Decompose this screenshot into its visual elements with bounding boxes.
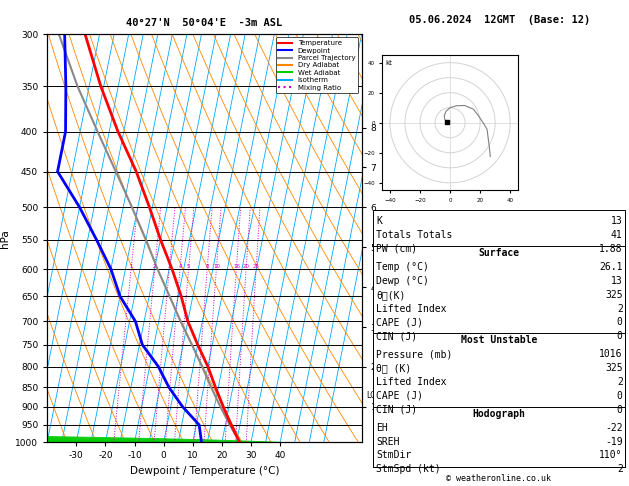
Text: LCL: LCL [366,391,379,399]
Text: CIN (J): CIN (J) [376,331,417,341]
Text: 10: 10 [213,264,220,269]
Y-axis label: hPa: hPa [0,229,9,247]
Text: 110°: 110° [599,451,623,460]
Text: StmSpd (kt): StmSpd (kt) [376,464,441,474]
Text: 2: 2 [617,377,623,387]
Text: 26.1: 26.1 [599,262,623,272]
Text: kt: kt [386,60,392,66]
Text: © weatheronline.co.uk: © weatheronline.co.uk [447,474,551,483]
Text: Lifted Index: Lifted Index [376,377,447,387]
Text: Lifted Index: Lifted Index [376,304,447,313]
Text: EH: EH [376,423,388,433]
Legend: Temperature, Dewpoint, Parcel Trajectory, Dry Adiabat, Wet Adiabat, Isotherm, Mi: Temperature, Dewpoint, Parcel Trajectory… [276,37,358,93]
Text: -19: -19 [605,436,623,447]
Text: Hodograph: Hodograph [472,409,525,419]
Text: Most Unstable: Most Unstable [460,335,537,346]
Text: 2: 2 [617,464,623,474]
Text: PW (cm): PW (cm) [376,244,417,254]
Text: 13: 13 [611,216,623,226]
Text: 2: 2 [617,304,623,313]
Text: 2: 2 [153,264,157,269]
Text: 0: 0 [617,405,623,415]
X-axis label: Dewpoint / Temperature (°C): Dewpoint / Temperature (°C) [130,466,279,476]
Text: Totals Totals: Totals Totals [376,230,452,240]
Text: 4: 4 [178,264,182,269]
Text: 325: 325 [605,363,623,373]
Text: 1.88: 1.88 [599,244,623,254]
Text: Surface: Surface [478,248,520,258]
Text: Temp (°C): Temp (°C) [376,262,429,272]
Text: 25: 25 [253,264,260,269]
Y-axis label: km
ASL: km ASL [386,228,401,248]
Text: 13: 13 [611,276,623,286]
Text: 1016: 1016 [599,349,623,359]
Text: 20: 20 [243,264,250,269]
Text: CAPE (J): CAPE (J) [376,317,423,328]
Text: 325: 325 [605,290,623,300]
Text: 5: 5 [187,264,191,269]
Text: 16: 16 [233,264,240,269]
Text: Pressure (mb): Pressure (mb) [376,349,452,359]
Text: 05.06.2024  12GMT  (Base: 12): 05.06.2024 12GMT (Base: 12) [409,15,591,25]
Text: 41: 41 [611,230,623,240]
Text: SREH: SREH [376,436,399,447]
Text: CIN (J): CIN (J) [376,405,417,415]
Title: 40°27'N  50°04'E  -3m ASL: 40°27'N 50°04'E -3m ASL [126,17,282,28]
Text: 0: 0 [617,391,623,401]
Text: StmDir: StmDir [376,451,411,460]
Text: 0: 0 [617,317,623,328]
Text: 0: 0 [617,331,623,341]
Text: 8: 8 [206,264,209,269]
Text: 1: 1 [130,264,133,269]
Text: θᴇ(K): θᴇ(K) [376,290,406,300]
Text: θᴇ (K): θᴇ (K) [376,363,411,373]
Text: CAPE (J): CAPE (J) [376,391,423,401]
Text: 3: 3 [167,264,171,269]
Text: K: K [376,216,382,226]
Text: -22: -22 [605,423,623,433]
Text: Dewp (°C): Dewp (°C) [376,276,429,286]
